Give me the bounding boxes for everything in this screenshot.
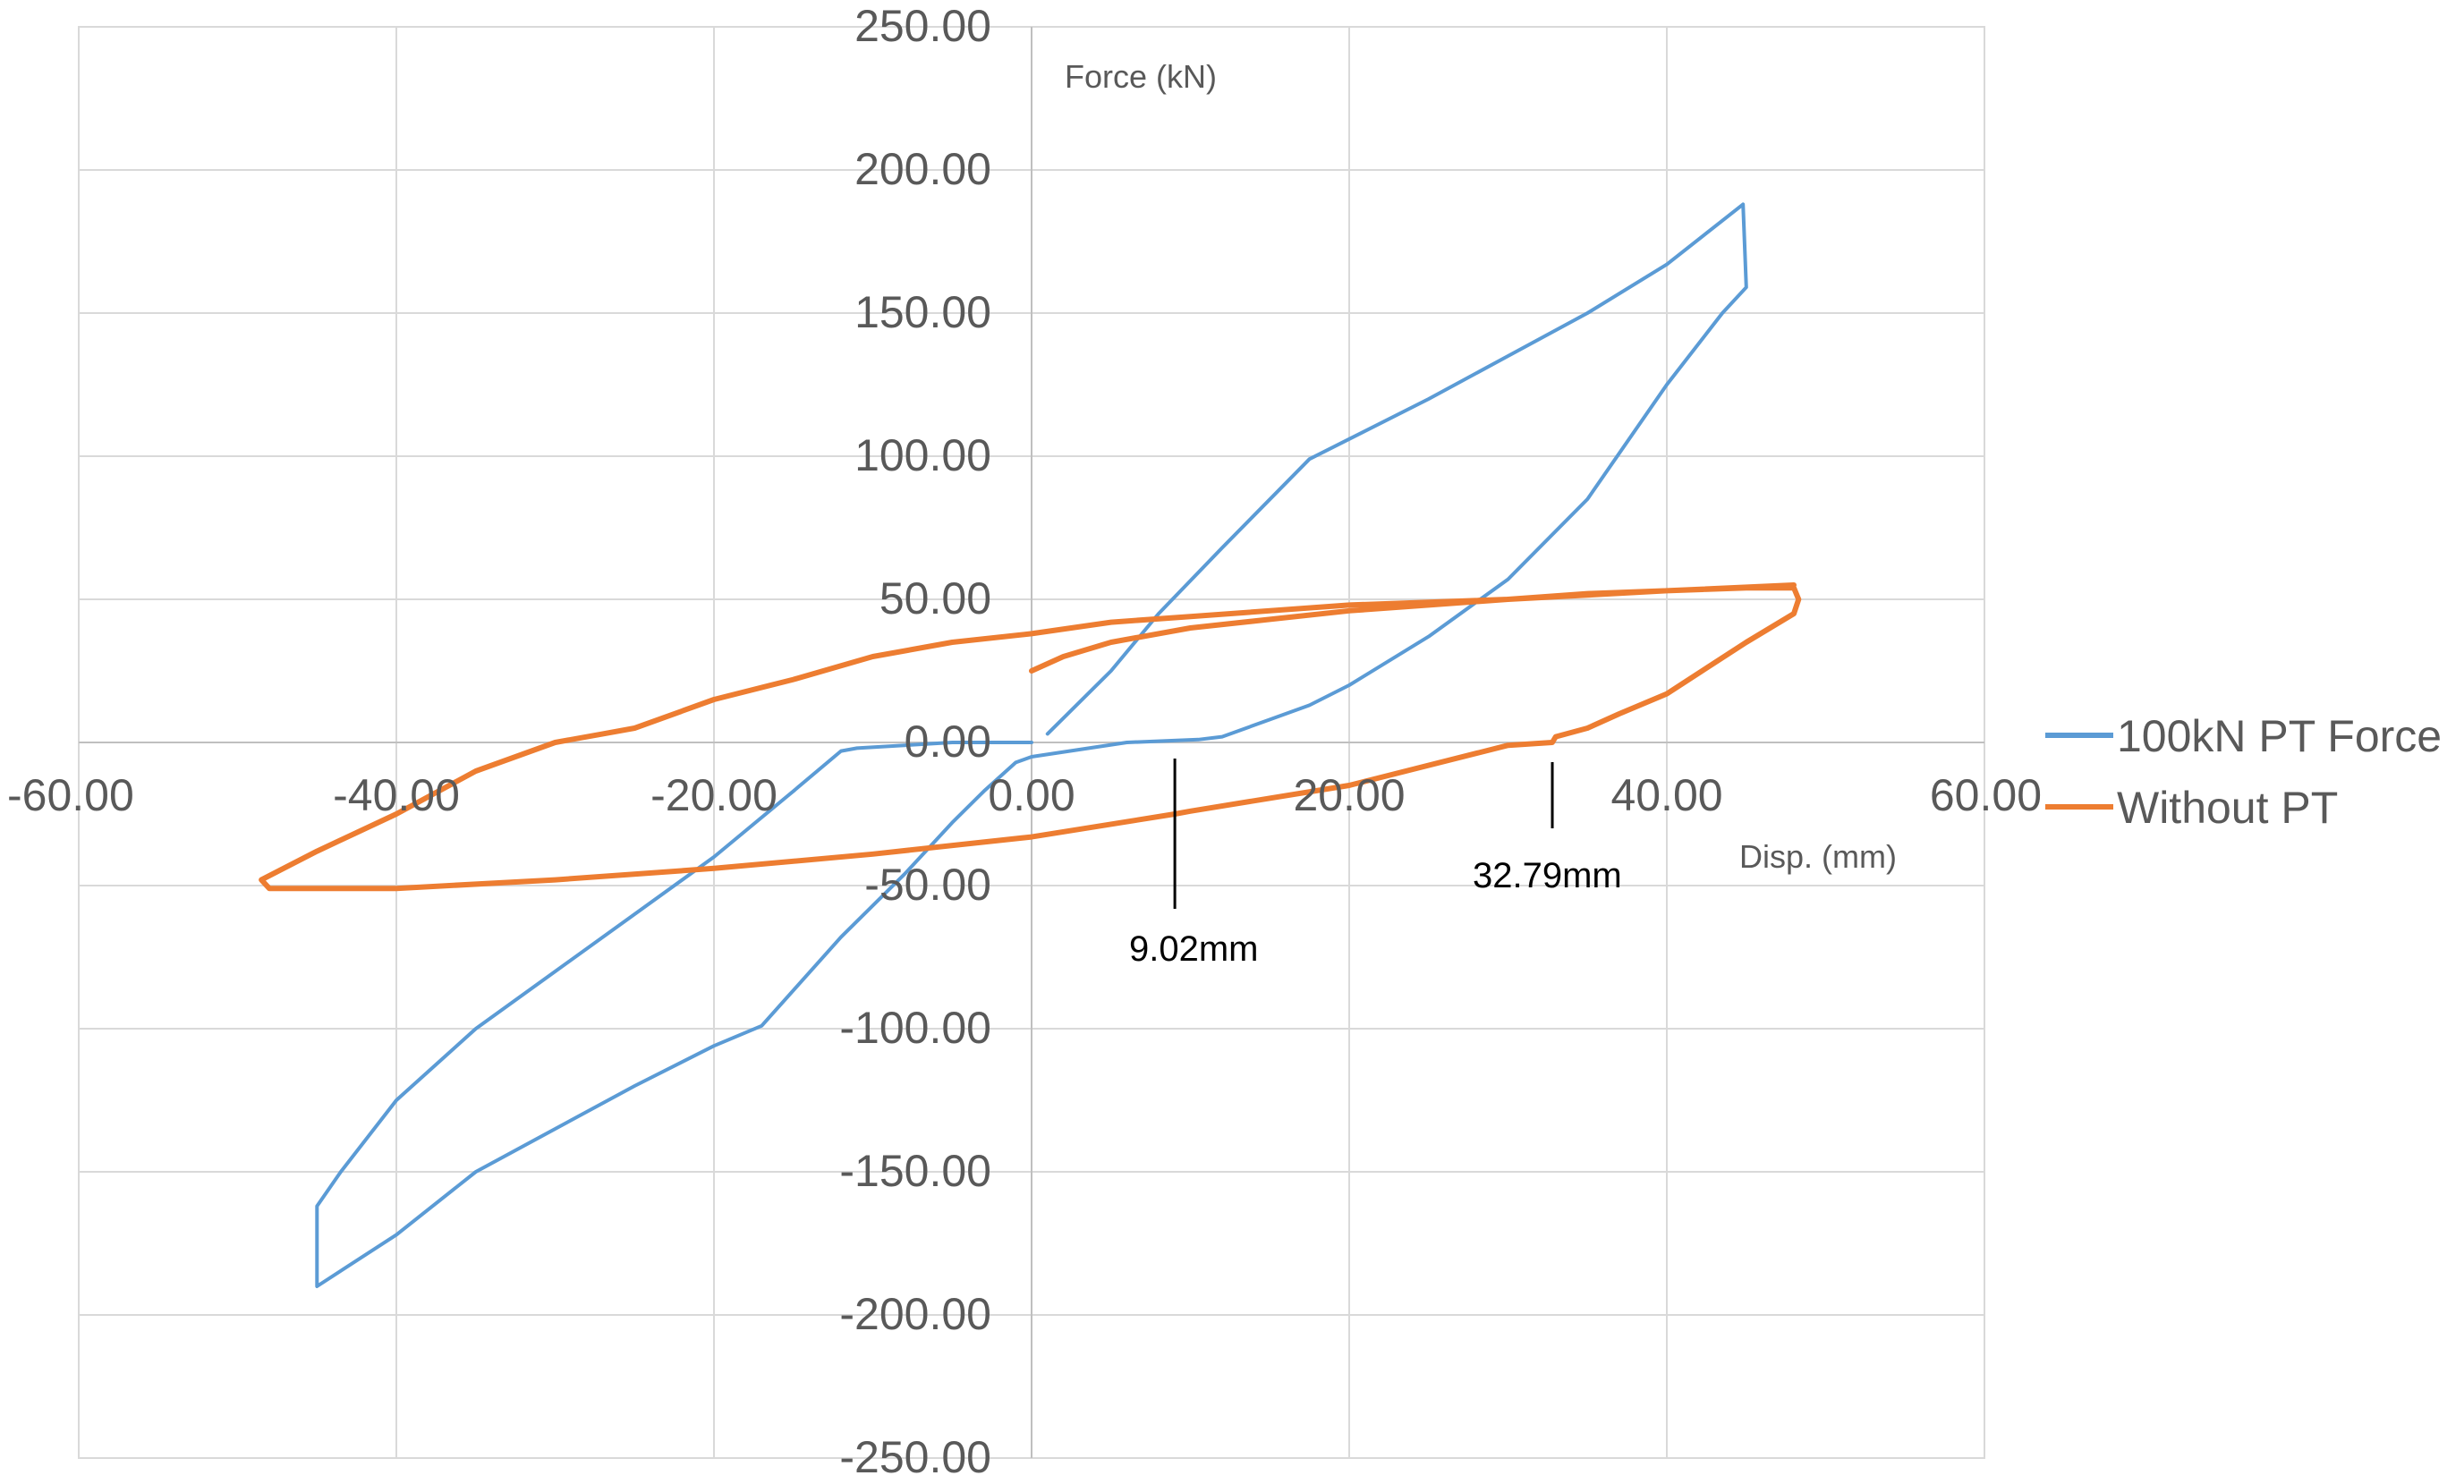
x-tick-label: 0.00: [988, 770, 1075, 820]
legend-label: Without PT: [2117, 783, 2338, 833]
y-tick-label: 200.00: [854, 144, 991, 194]
y-tick-label: -150.00: [839, 1146, 991, 1196]
y-tick-label: 100.00: [854, 430, 991, 480]
y-tick-label: 250.00: [854, 1, 991, 51]
x-tick-label: 20.00: [1293, 770, 1405, 820]
series-line-1: [315, 202, 1748, 1288]
y-tick-label: 0.00: [905, 717, 991, 767]
series-line-2: [259, 582, 1802, 892]
y-tick-label: -50.00: [864, 860, 991, 910]
y-tick-label: 150.00: [854, 287, 991, 337]
annotation-label: 32.79mm: [1473, 856, 1622, 895]
annotations: 9.02mm 32.79mm: [1129, 759, 1622, 969]
y-tick-label: -250.00: [839, 1432, 991, 1482]
x-tick-label: -40.00: [333, 770, 460, 820]
legend-label: 100kN PT Force: [2117, 711, 2442, 761]
y-tick-label: -200.00: [839, 1289, 991, 1339]
y-axis-title: Force (kN): [1065, 58, 1217, 95]
x-tick-label: 40.00: [1610, 770, 1722, 820]
x-tick-label: -60.00: [7, 770, 134, 820]
y-tick-label: -100.00: [839, 1003, 991, 1053]
tick-labels: -60.00 -40.00 -20.00 0.00 20.00 40.00 60.00 250…: [7, 1, 2042, 1482]
x-tick-label: -20.00: [650, 770, 777, 820]
annotation-label: 9.02mm: [1129, 929, 1259, 969]
x-axis-title: Disp. (mm): [1739, 838, 1897, 875]
series-lines: [259, 202, 1802, 1288]
x-tick-label: 60.00: [1930, 770, 2042, 820]
y-tick-label: 50.00: [879, 573, 991, 623]
legend: 100kN PT Force Without PT: [2045, 711, 2442, 833]
